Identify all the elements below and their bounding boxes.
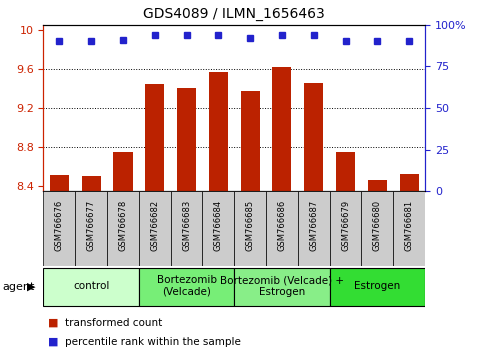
Text: GSM766678: GSM766678 bbox=[118, 200, 128, 251]
Bar bbox=[139, 191, 170, 266]
Bar bbox=[329, 268, 425, 306]
Bar bbox=[114, 152, 132, 191]
Bar bbox=[272, 67, 292, 191]
Bar bbox=[241, 91, 260, 191]
Bar bbox=[43, 191, 75, 266]
Text: GSM766684: GSM766684 bbox=[214, 200, 223, 251]
Bar bbox=[50, 175, 69, 191]
Text: GSM766682: GSM766682 bbox=[150, 200, 159, 251]
Bar bbox=[170, 191, 202, 266]
Bar bbox=[202, 191, 234, 266]
Text: GSM766676: GSM766676 bbox=[55, 200, 64, 251]
Text: GSM766686: GSM766686 bbox=[277, 200, 286, 251]
Bar bbox=[329, 191, 361, 266]
Bar bbox=[82, 176, 101, 191]
Bar bbox=[139, 268, 234, 306]
Bar bbox=[368, 181, 387, 191]
Text: GSM766683: GSM766683 bbox=[182, 200, 191, 251]
Bar bbox=[75, 191, 107, 266]
Text: Bortezomib
(Velcade): Bortezomib (Velcade) bbox=[156, 275, 216, 297]
Text: ■: ■ bbox=[48, 318, 59, 328]
Bar bbox=[107, 191, 139, 266]
Bar bbox=[393, 191, 425, 266]
Bar bbox=[209, 72, 228, 191]
Text: ▶: ▶ bbox=[27, 282, 35, 292]
Text: GSM766680: GSM766680 bbox=[373, 200, 382, 251]
Text: GSM766687: GSM766687 bbox=[309, 200, 318, 251]
Text: Estrogen: Estrogen bbox=[354, 281, 400, 291]
Bar bbox=[298, 191, 330, 266]
Text: GSM766685: GSM766685 bbox=[246, 200, 255, 251]
Title: GDS4089 / ILMN_1656463: GDS4089 / ILMN_1656463 bbox=[143, 7, 325, 21]
Text: control: control bbox=[73, 281, 109, 291]
Bar bbox=[43, 268, 139, 306]
Text: GSM766681: GSM766681 bbox=[405, 200, 413, 251]
Bar bbox=[145, 85, 164, 191]
Bar bbox=[361, 191, 393, 266]
Text: agent: agent bbox=[2, 282, 35, 292]
Bar bbox=[177, 88, 196, 191]
Text: GSM766679: GSM766679 bbox=[341, 200, 350, 251]
Bar bbox=[234, 268, 330, 306]
Bar bbox=[304, 82, 323, 191]
Text: ■: ■ bbox=[48, 337, 59, 347]
Text: percentile rank within the sample: percentile rank within the sample bbox=[65, 337, 241, 347]
Bar bbox=[336, 152, 355, 191]
Text: Bortezomib (Velcade) +
Estrogen: Bortezomib (Velcade) + Estrogen bbox=[220, 275, 344, 297]
Bar bbox=[234, 191, 266, 266]
Bar bbox=[399, 173, 419, 191]
Bar bbox=[266, 191, 298, 266]
Text: transformed count: transformed count bbox=[65, 318, 162, 328]
Text: GSM766677: GSM766677 bbox=[86, 200, 96, 251]
